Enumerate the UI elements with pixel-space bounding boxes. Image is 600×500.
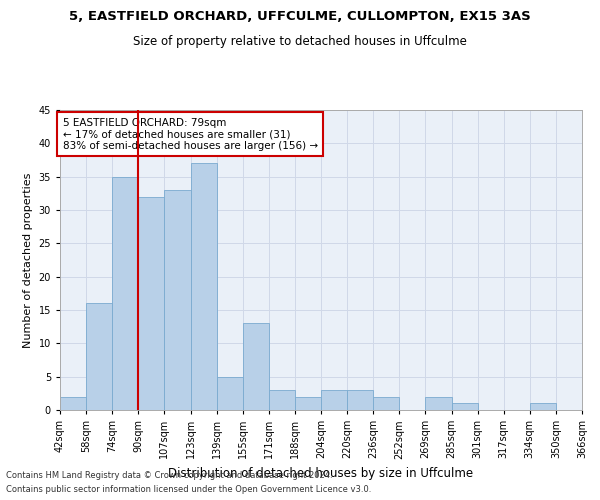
Bar <box>86 304 112 410</box>
Bar <box>425 396 452 410</box>
X-axis label: Distribution of detached houses by size in Uffculme: Distribution of detached houses by size … <box>169 467 473 480</box>
Text: 5, EASTFIELD ORCHARD, UFFCULME, CULLOMPTON, EX15 3AS: 5, EASTFIELD ORCHARD, UFFCULME, CULLOMPT… <box>69 10 531 23</box>
Bar <box>242 324 269 410</box>
Bar <box>295 396 321 410</box>
Bar <box>269 390 295 410</box>
Bar <box>373 396 400 410</box>
Bar <box>60 396 86 410</box>
Bar <box>321 390 347 410</box>
Text: Size of property relative to detached houses in Uffculme: Size of property relative to detached ho… <box>133 35 467 48</box>
Text: Contains public sector information licensed under the Open Government Licence v3: Contains public sector information licen… <box>6 486 371 494</box>
Text: Contains HM Land Registry data © Crown copyright and database right 2024.: Contains HM Land Registry data © Crown c… <box>6 470 332 480</box>
Text: 5 EASTFIELD ORCHARD: 79sqm
← 17% of detached houses are smaller (31)
83% of semi: 5 EASTFIELD ORCHARD: 79sqm ← 17% of deta… <box>62 118 318 150</box>
Bar <box>530 404 556 410</box>
Bar <box>164 190 191 410</box>
Bar <box>139 196 164 410</box>
Bar <box>112 176 139 410</box>
Bar <box>347 390 373 410</box>
Bar <box>217 376 243 410</box>
Bar <box>191 164 217 410</box>
Y-axis label: Number of detached properties: Number of detached properties <box>23 172 33 348</box>
Bar <box>452 404 478 410</box>
